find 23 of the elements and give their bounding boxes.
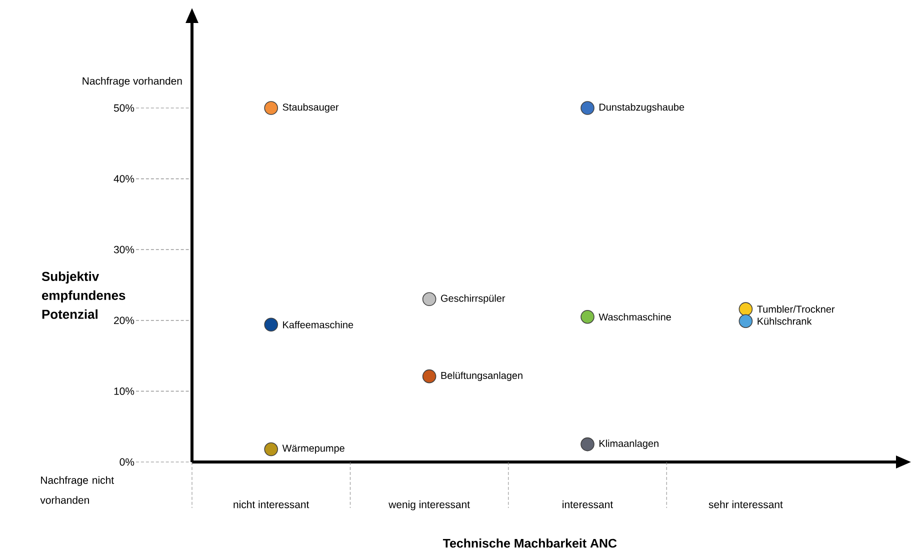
y-tick-label: 10% bbox=[114, 388, 134, 395]
y-tick-label: 0% bbox=[120, 458, 134, 466]
x-tick-label: nicht interessant bbox=[234, 500, 310, 508]
series-label: Dunstabzugshaube bbox=[600, 103, 684, 113]
y-tick-label: 40% bbox=[114, 175, 134, 183]
series-label: Wärmepumpe bbox=[282, 444, 344, 454]
y-tick-label: 20% bbox=[114, 316, 134, 324]
series-label: Belüftungsanlagen bbox=[441, 372, 522, 381]
text: Nachfrage vorhanden bbox=[82, 76, 182, 87]
y-tick-label: 50% bbox=[114, 104, 134, 112]
series-label: Tumbler/Trockner bbox=[757, 305, 835, 313]
series-label: Kaffeemaschine bbox=[283, 320, 354, 328]
series-label: Waschmaschine bbox=[598, 313, 671, 321]
series-label: Geschirrspüler bbox=[440, 294, 506, 304]
x-axis-title: Technische Machbarkeit ANC bbox=[442, 538, 617, 548]
series-label: Kühlschrank bbox=[758, 317, 812, 325]
y-tick-label: 30% bbox=[114, 246, 134, 254]
series-label: Klimaanlagen bbox=[600, 440, 658, 449]
series-label: Staubsauger bbox=[282, 103, 339, 113]
x-tick-label: interessant bbox=[562, 500, 613, 508]
x-tick-label: sehr interessant bbox=[708, 500, 783, 508]
x-tick-label: wenig interessant bbox=[388, 500, 470, 510]
text: Nachfrage nicht vorhanden bbox=[40, 476, 114, 504]
